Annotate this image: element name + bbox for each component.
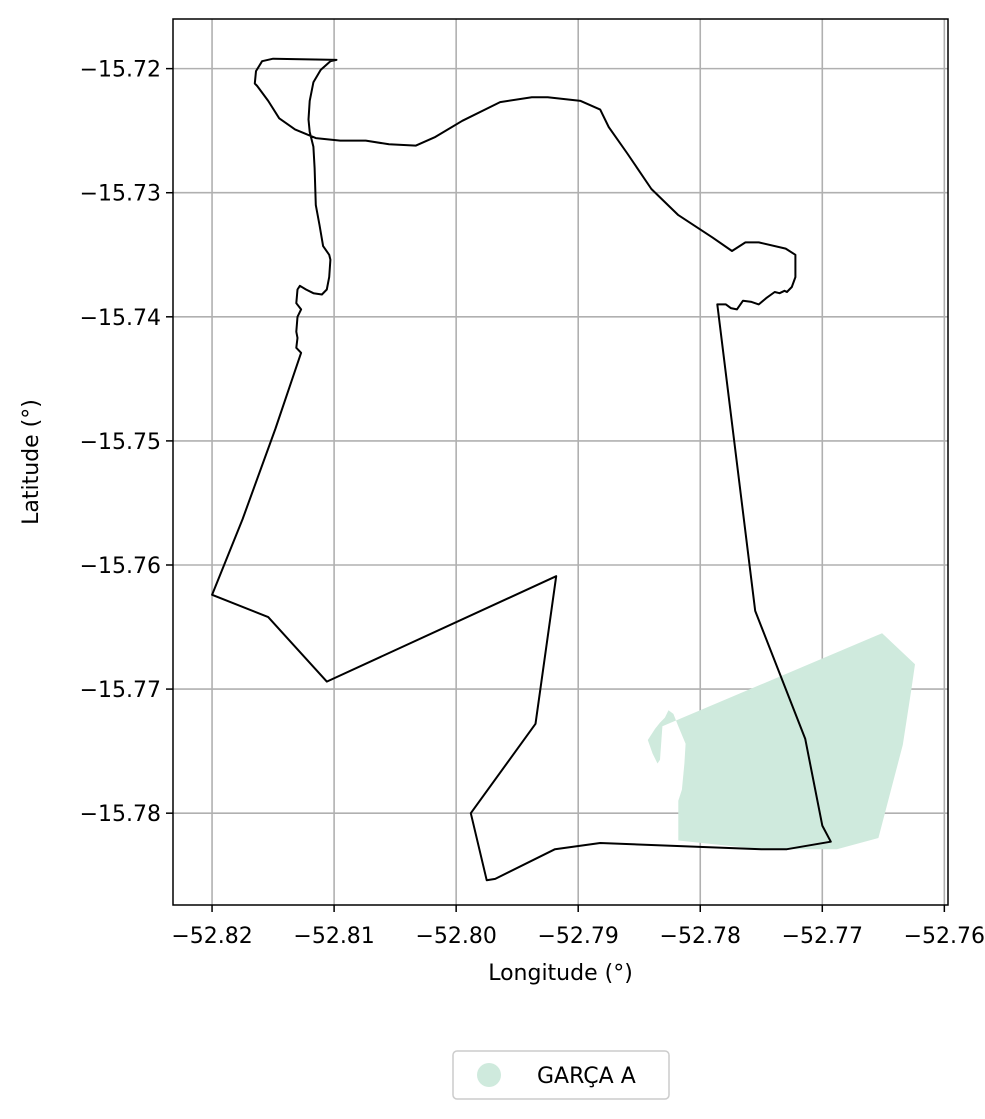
y-tick-label: −15.78 [80,802,161,827]
y-tick-label: −15.77 [80,678,161,703]
garca-a-area [647,633,915,850]
legend: GARÇA A [452,1050,670,1100]
y-tick-label: −15.74 [80,306,161,331]
x-axis-label: Longitude (°) [488,961,633,986]
axes-frame [172,18,949,906]
legend-marker-garca-a [477,1063,501,1087]
y-tick-label: −15.76 [80,554,161,579]
x-tick-label: −52.79 [537,924,618,949]
y-tick-label: −15.75 [80,430,161,455]
legend-box [452,1050,670,1100]
garca-a-area-layer [647,633,915,850]
y-axis-label: Latitude (°) [19,399,44,525]
x-tick-label: −52.77 [782,924,863,949]
x-tick-label: −52.82 [171,924,252,949]
y-tick-label: −15.73 [80,182,161,207]
y-axis-ticks: −15.72 −15.73 −15.74 −15.75 −15.76 −15.77 −15.… [80,58,173,827]
y-tick-label: −15.72 [80,58,161,83]
boundary-outline [211,57,832,882]
legend-label-garca-a: GARÇA A [537,1064,636,1089]
x-tick-label: −52.81 [293,924,374,949]
x-tick-label: −52.78 [660,924,741,949]
x-tick-label: −52.80 [415,924,496,949]
x-tick-label: −52.76 [904,924,985,949]
boundary-outline-layer [211,57,832,882]
x-axis-ticks: −52.82 −52.81 −52.80 −52.79 −52.78 −52.77 −52.… [171,905,985,949]
